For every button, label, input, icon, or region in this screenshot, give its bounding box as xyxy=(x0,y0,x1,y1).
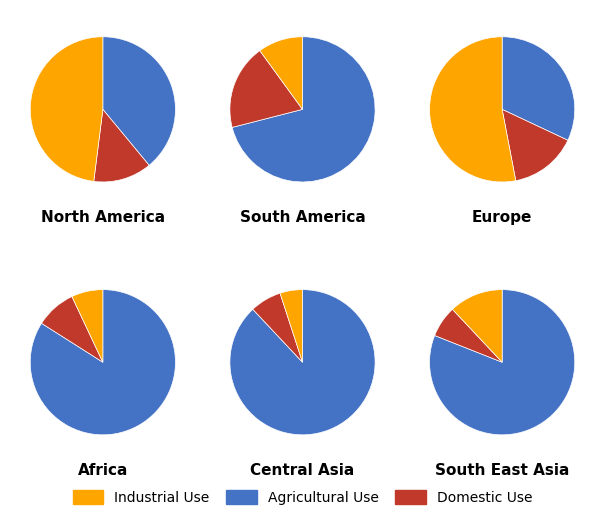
Text: 39%: 39% xyxy=(178,76,206,89)
Wedge shape xyxy=(103,37,175,165)
Wedge shape xyxy=(430,290,575,435)
Title: South America: South America xyxy=(240,210,365,225)
Wedge shape xyxy=(502,110,568,181)
Text: 9%: 9% xyxy=(30,296,50,309)
Wedge shape xyxy=(502,37,575,140)
Text: 5%: 5% xyxy=(270,277,290,290)
Text: 13%: 13% xyxy=(125,180,153,192)
Text: 15%: 15% xyxy=(551,166,579,179)
Title: Central Asia: Central Asia xyxy=(250,463,355,478)
Title: North America: North America xyxy=(41,210,165,225)
Text: 32%: 32% xyxy=(569,60,598,73)
Wedge shape xyxy=(280,290,302,362)
Text: 10%: 10% xyxy=(250,27,278,40)
Text: 81%: 81% xyxy=(547,422,575,435)
Text: 7%: 7% xyxy=(65,278,85,291)
Wedge shape xyxy=(42,297,103,362)
Text: 84%: 84% xyxy=(142,425,169,439)
Title: South East Asia: South East Asia xyxy=(435,463,569,478)
Wedge shape xyxy=(430,37,515,182)
Text: 71%: 71% xyxy=(365,152,394,165)
Wedge shape xyxy=(230,290,375,435)
Text: 7%: 7% xyxy=(416,311,436,324)
Text: 53%: 53% xyxy=(394,111,423,123)
Wedge shape xyxy=(30,37,103,181)
Text: 48%: 48% xyxy=(0,98,23,111)
Wedge shape xyxy=(232,37,375,182)
Title: Europe: Europe xyxy=(472,210,532,225)
Wedge shape xyxy=(453,290,502,362)
Text: 88%: 88% xyxy=(332,430,360,443)
Text: 7%: 7% xyxy=(242,287,262,300)
Wedge shape xyxy=(72,290,103,362)
Legend: Industrial Use, Agricultural Use, Domestic Use: Industrial Use, Agricultural Use, Domest… xyxy=(65,483,540,512)
Text: 19%: 19% xyxy=(199,76,227,89)
Wedge shape xyxy=(30,290,175,435)
Wedge shape xyxy=(230,51,302,127)
Wedge shape xyxy=(434,309,502,362)
Wedge shape xyxy=(253,293,302,362)
Wedge shape xyxy=(260,37,302,110)
Text: 12%: 12% xyxy=(445,281,473,294)
Title: Africa: Africa xyxy=(77,463,128,478)
Wedge shape xyxy=(94,110,149,182)
